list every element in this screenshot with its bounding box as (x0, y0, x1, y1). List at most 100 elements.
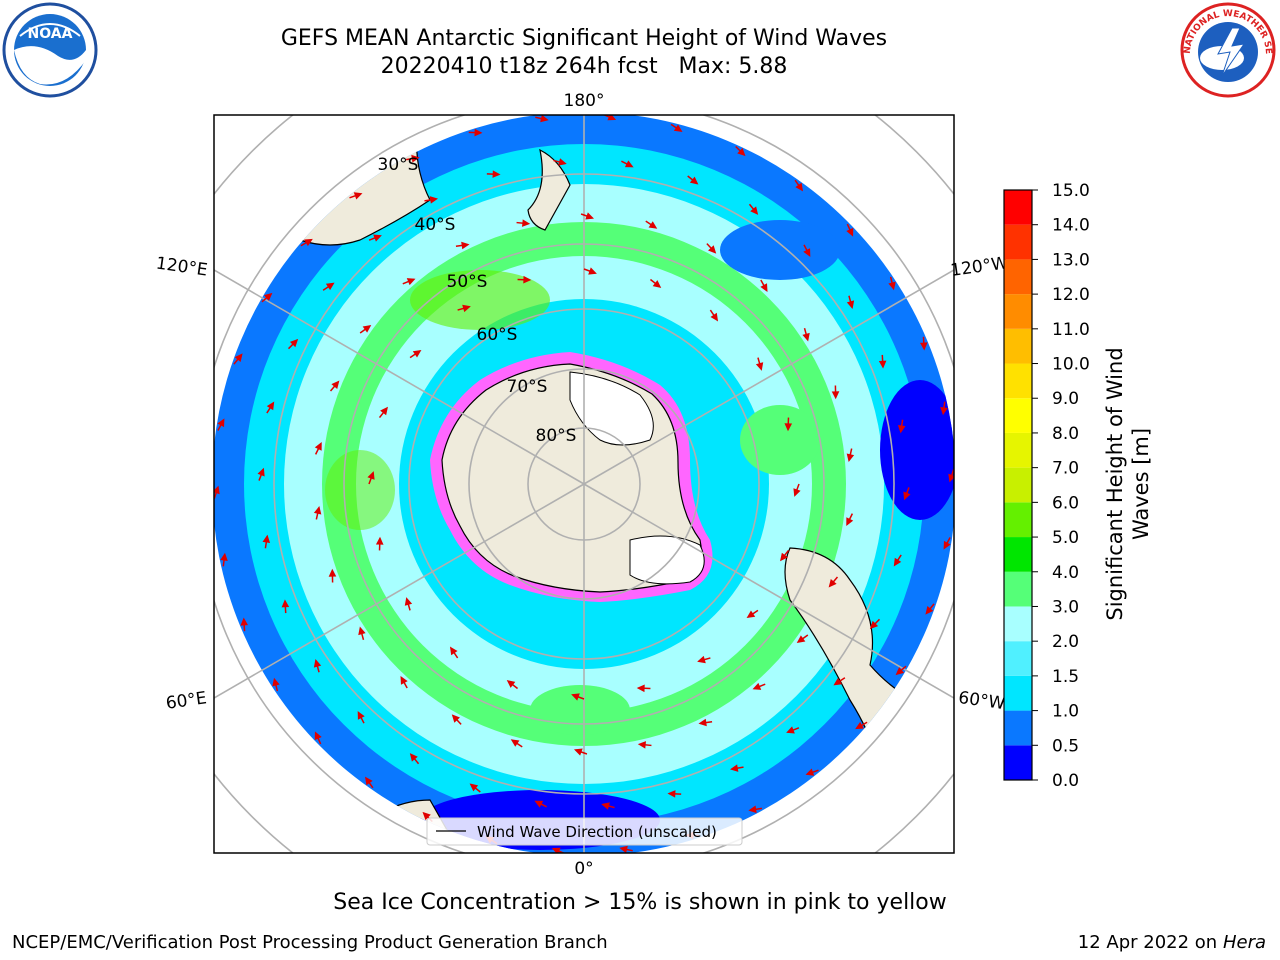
colorbar-tick-label: 5.0 (1052, 528, 1079, 548)
wind-arrow-head (803, 248, 811, 257)
wind-arrow-head (558, 158, 567, 166)
colorbar-segment (1004, 363, 1032, 399)
lon-label-0: 0° (574, 859, 593, 879)
wind-arrow-head (217, 418, 225, 428)
wind-arrow-head (793, 488, 801, 497)
colorbar-tick-label: 15.0 (1052, 181, 1090, 201)
lat-label-60s: 60°S (477, 325, 518, 345)
wind-arrow-head (263, 292, 273, 301)
wind-arrow-head (869, 620, 879, 630)
colorbar-title-line1: Significant Height of Wind (1103, 347, 1127, 620)
wind-arrow-head (492, 170, 501, 178)
colorbar: 0.0 0.5 1.0 1.5 2.0 3.0 4.0 5.0 6.0 7.0 8.0 9.0 10.0… (1003, 181, 1090, 791)
wind-arrow-head (272, 677, 280, 687)
footer-host: Hera (1222, 932, 1266, 953)
lon-label-60w: 60°W (957, 688, 1006, 714)
wind-arrow-head (220, 552, 228, 562)
wind-arrow-head (404, 597, 413, 606)
wind-arrow-head (755, 362, 764, 371)
colorbar-segment (1004, 467, 1032, 503)
wind-arrow-head (240, 617, 248, 626)
colorbar-tick-label: 9.0 (1052, 389, 1079, 409)
colorbar-segment (1004, 432, 1032, 468)
colorbar-segment (1004, 294, 1032, 329)
wind-arrow-head (367, 471, 375, 480)
wind-arrow-head (585, 212, 595, 220)
wind-arrow-head (400, 676, 408, 685)
wind-arrow-head (331, 380, 340, 389)
lon-label-120w: 120°W (949, 253, 1009, 281)
wind-arrow-head (601, 802, 610, 810)
wind-arrow-head (534, 800, 544, 808)
wind-arrow-head (828, 579, 837, 588)
wind-arrow-head (846, 453, 855, 462)
colorbar-tick-label: 2.0 (1052, 632, 1079, 652)
wind-arrow-head (940, 406, 948, 416)
wind-arrow-head (523, 275, 532, 284)
lat-label-40s: 40°S (415, 215, 456, 235)
wind-arrow-head (362, 324, 372, 333)
wind-arrow-head (214, 485, 220, 495)
wind-arrow-head (888, 281, 896, 291)
legend-label: Wind Wave Direction (unscaled) (477, 823, 717, 841)
colorbar-tick-label: 6.0 (1052, 493, 1079, 513)
wind-arrow-head (708, 245, 717, 254)
wind-arrow-head (262, 534, 271, 544)
lat-label-30s: 30°S (378, 155, 419, 175)
colorbar-segment (1004, 710, 1032, 746)
wind-wave-arrows (214, 115, 954, 853)
wind-arrow-head (357, 711, 365, 720)
wind-arrow-head (380, 406, 388, 416)
lon-label-120e: 120°E (155, 254, 209, 281)
wind-arrow-head (289, 338, 299, 348)
wind-arrow-head (506, 680, 516, 688)
colorbar-tick-label: 8.0 (1052, 424, 1079, 444)
wind-arrow-head (510, 739, 520, 747)
wind-arrow-head (673, 124, 683, 133)
chart-title: GEFS MEAN Antarctic Significant Height o… (280, 26, 888, 51)
wind-arrow-head (948, 473, 954, 483)
wind-arrow-head (697, 655, 706, 664)
noaa-logo-text: NOAA (28, 26, 73, 42)
wind-arrow-head (411, 154, 420, 163)
lat-label-70s: 70°S (507, 377, 548, 397)
wind-arrow-head (846, 300, 855, 309)
colorbar-segment (1004, 537, 1032, 572)
lat-label-80s: 80°S (536, 426, 577, 446)
svg-text:NATIONAL WEATHER SERVICE: NATIONAL WEATHER SERVICE (0, 0, 1273, 55)
wind-arrow-head (375, 536, 384, 545)
wind-arrow-head (588, 267, 597, 275)
colorbar-tick-label: 0.5 (1052, 736, 1079, 756)
colorbar-tick-label: 12.0 (1052, 285, 1090, 305)
wind-arrow-head (551, 847, 561, 853)
wind-arrow-head (652, 280, 662, 288)
footer-date-text: 12 Apr 2022 on (1077, 932, 1223, 953)
colorbar-segment (1004, 675, 1032, 711)
wind-arrow-head (353, 192, 363, 200)
wind-arrow-head (689, 176, 699, 185)
wind-arrow-head (805, 768, 815, 776)
wind-arrow-head (846, 227, 854, 237)
wind-arrow-head (624, 160, 634, 168)
wind-arrow-head (796, 635, 806, 644)
colorbar-tick-label: 0.0 (1052, 771, 1079, 791)
wind-arrow-head (573, 748, 583, 756)
wind-arrow-head (571, 693, 580, 701)
wind-arrow-head (667, 790, 676, 798)
wind-arrow-head (540, 115, 549, 123)
sea-ice-note: Sea Ice Concentration > 15% is shown in … (333, 890, 947, 915)
wind-arrow-head (521, 219, 531, 227)
wind-arrow-head (795, 182, 804, 192)
nws-logo: NATIONAL WEATHER SERVICE (0, 0, 1276, 98)
colorbar-tick-label: 4.0 (1052, 563, 1079, 583)
wind-arrow-head (281, 599, 290, 608)
wind-arrow-head (893, 557, 902, 567)
wind-arrow-head (313, 506, 322, 515)
wind-arrow-head (802, 332, 810, 342)
colorbar-title-line2: Waves [m] (1129, 428, 1153, 540)
wind-arrow-head (752, 682, 762, 690)
wind-arrow-head (648, 221, 658, 229)
wind-arrow-head (474, 128, 483, 137)
footer-date: 12 Apr 2022 on Hera (1078, 932, 1266, 953)
colorbar-segment (1004, 641, 1032, 676)
